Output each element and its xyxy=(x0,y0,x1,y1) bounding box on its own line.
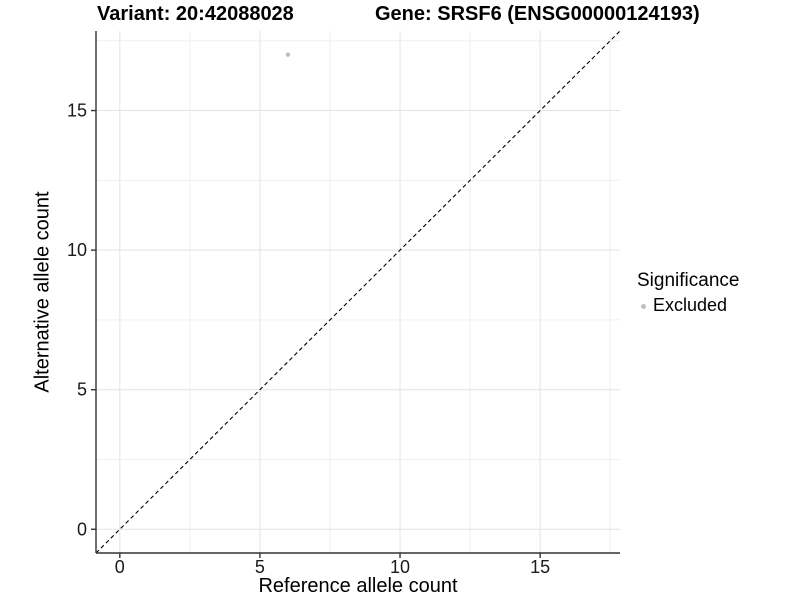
data-point xyxy=(285,52,291,57)
x-tick-label: 10 xyxy=(390,557,410,577)
legend-key-dot-icon xyxy=(641,304,646,309)
legend: Significance Excluded xyxy=(637,270,739,316)
legend-title: Significance xyxy=(637,270,740,291)
gene-title: Gene: SRSF6 (ENSG00000124193) xyxy=(375,3,700,25)
legend-item-excluded: Excluded xyxy=(637,295,739,316)
legend-item-label: Excluded xyxy=(653,295,728,315)
y-tick-label: 10 xyxy=(67,240,87,260)
x-tick-label: 5 xyxy=(255,557,265,577)
y-tick-label: 5 xyxy=(77,380,87,400)
x-tick-label: 15 xyxy=(530,557,550,577)
y-tick-label: 15 xyxy=(67,101,87,121)
y-tick-label: 0 xyxy=(77,519,87,539)
y-axis-title-text: Alternative allele count xyxy=(31,191,54,393)
variant-title: Variant: 20:42088028 xyxy=(97,3,294,25)
x-axis-title: Reference allele count xyxy=(258,575,458,597)
identity-reference-line xyxy=(95,30,621,554)
x-tick-label: 0 xyxy=(115,557,125,577)
